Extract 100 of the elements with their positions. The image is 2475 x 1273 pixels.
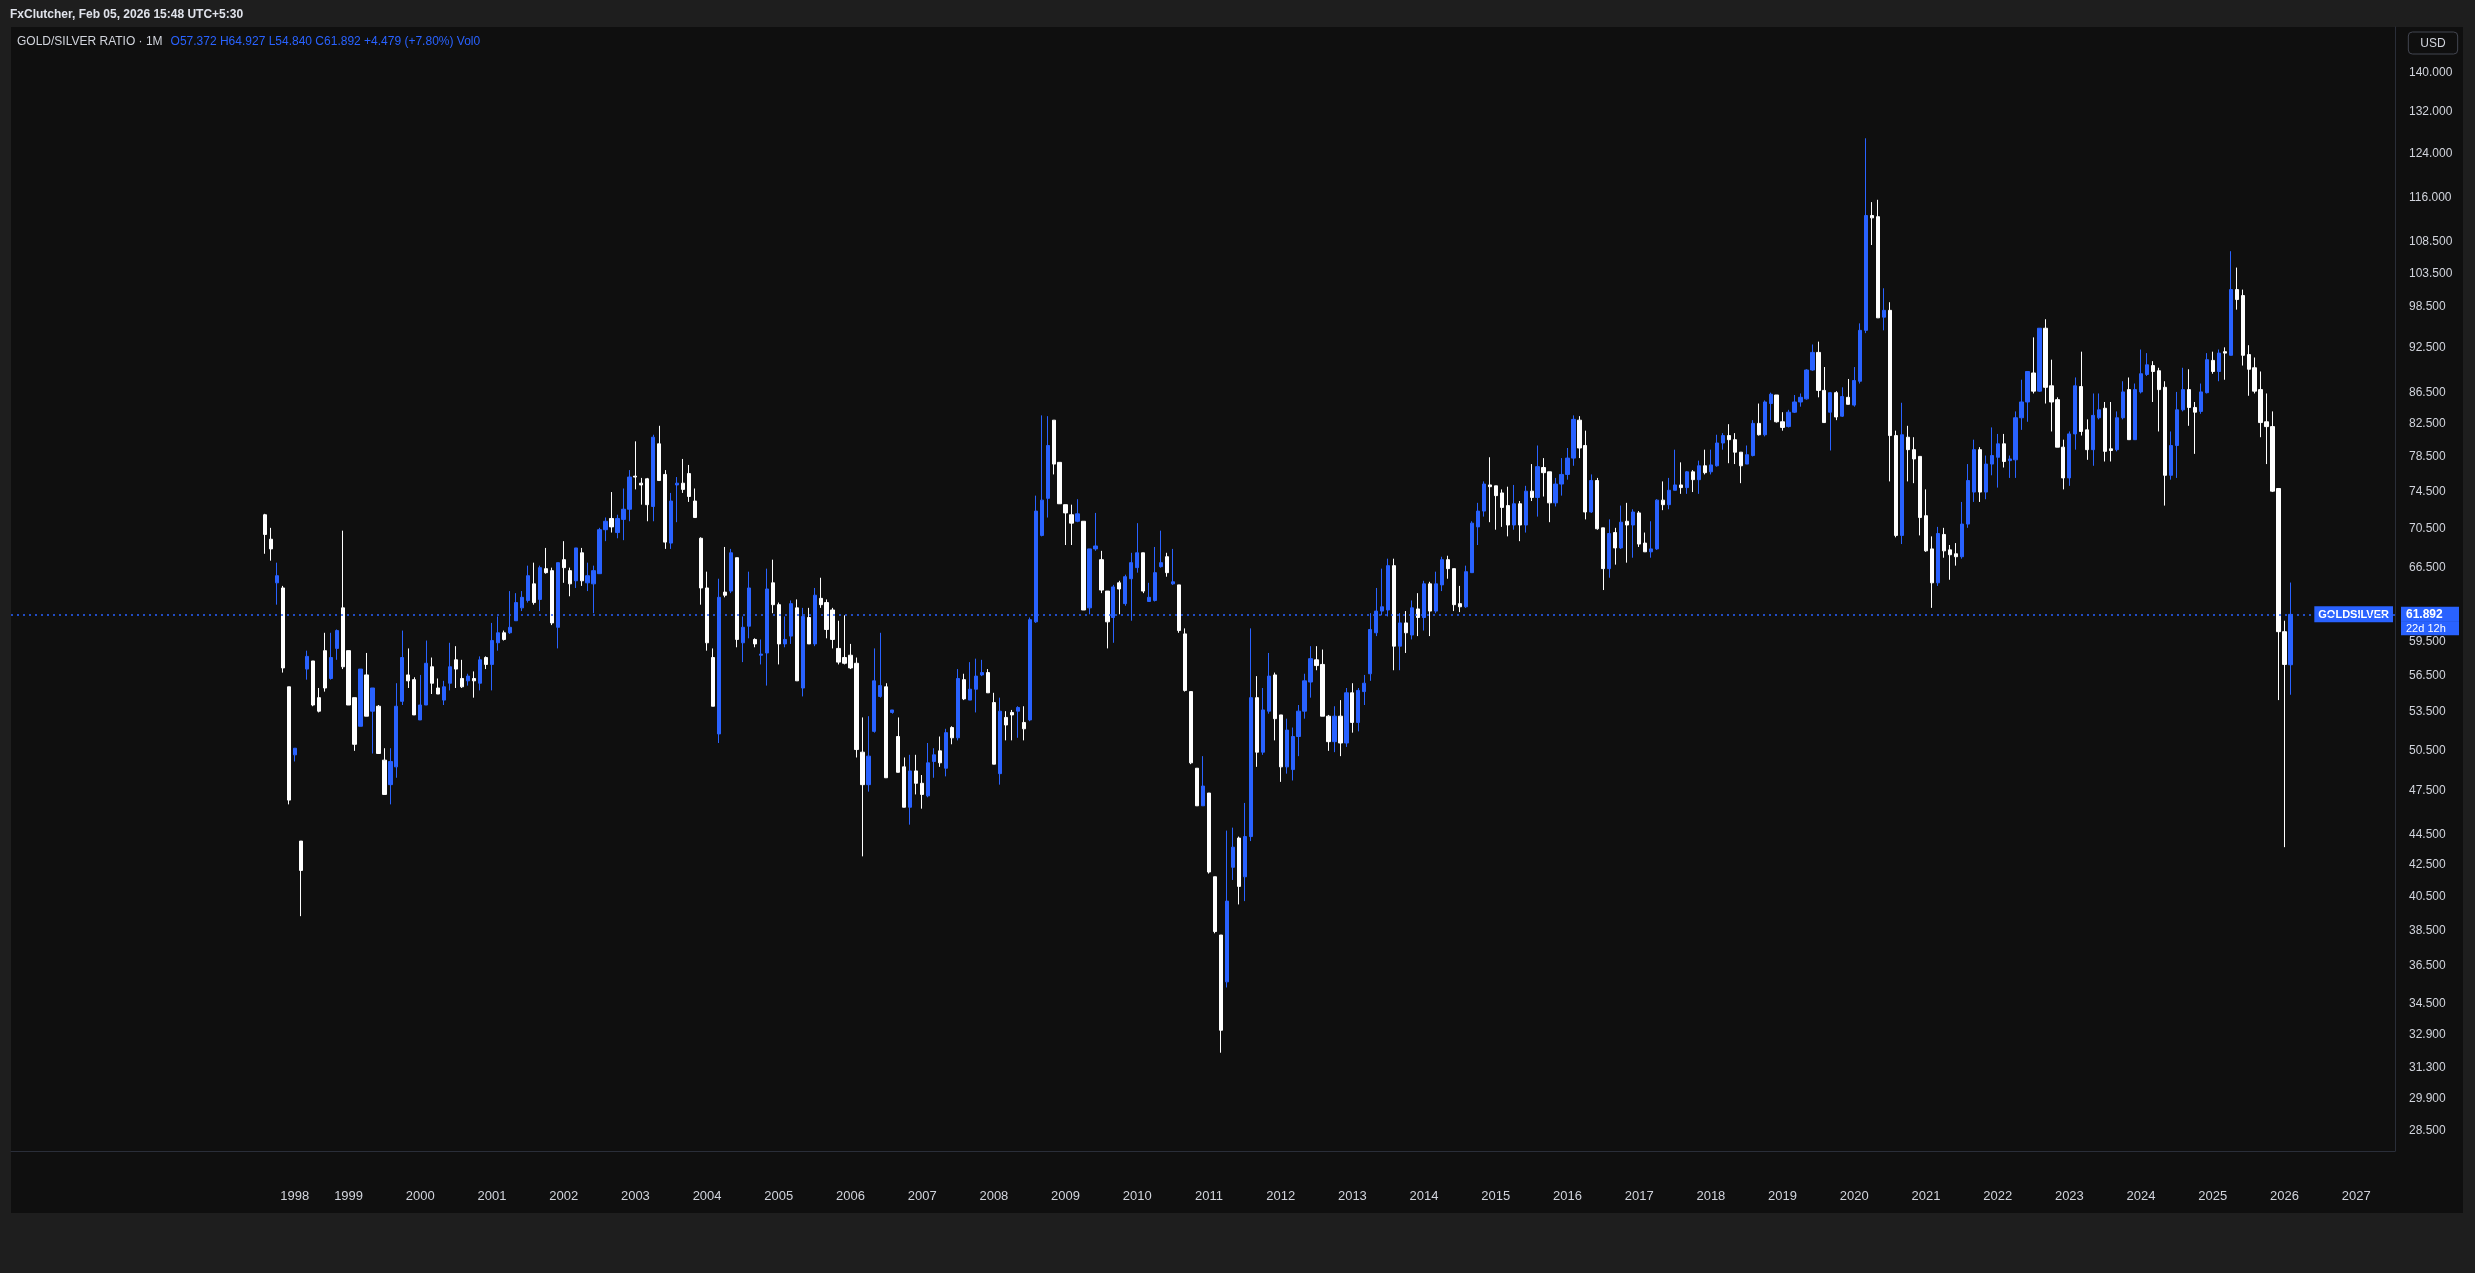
y-tick-label: 44.500 bbox=[2409, 826, 2447, 841]
candlestick bbox=[2217, 349, 2221, 382]
candlestick bbox=[944, 728, 948, 777]
candlestick bbox=[968, 661, 972, 701]
candlestick bbox=[1028, 617, 1032, 722]
x-tick-label: 2013 bbox=[1337, 1188, 1367, 1203]
candlestick bbox=[317, 687, 321, 713]
y-tick-label: 66.500 bbox=[2409, 559, 2447, 574]
candlestick bbox=[526, 565, 530, 604]
candlestick bbox=[1637, 510, 1641, 548]
candlestick bbox=[1613, 527, 1617, 566]
candlestick bbox=[1063, 504, 1068, 546]
candlestick bbox=[2002, 433, 2006, 468]
text: 61.892 bbox=[2406, 607, 2444, 622]
candlestick bbox=[938, 736, 942, 768]
candlestick bbox=[305, 650, 309, 681]
candlestick bbox=[520, 590, 524, 612]
candlestick bbox=[1763, 399, 1767, 437]
candlestick bbox=[1488, 456, 1492, 523]
candlestick bbox=[2085, 418, 2089, 461]
candlestick bbox=[1518, 500, 1522, 542]
y-tick-label: 29.900 bbox=[2409, 1090, 2447, 1105]
candlestick bbox=[962, 673, 966, 701]
candlestick bbox=[1141, 552, 1145, 594]
candlestick bbox=[1332, 705, 1337, 753]
candlestick bbox=[1458, 585, 1462, 613]
candlestick bbox=[1069, 504, 1074, 546]
x-tick-label: 2000 bbox=[405, 1188, 435, 1203]
candlestick bbox=[1984, 455, 1988, 500]
candlestick bbox=[2175, 391, 2179, 479]
candlestick bbox=[699, 536, 703, 606]
candlestick bbox=[1117, 580, 1121, 615]
candlestick bbox=[1225, 830, 1229, 988]
candlestick bbox=[1249, 627, 1253, 842]
ref-line-label: GOLDSILVER bbox=[2318, 608, 2390, 621]
candlestick bbox=[2139, 349, 2143, 394]
candlestick bbox=[1990, 426, 1994, 476]
candlestick bbox=[1589, 473, 1593, 514]
candlestick bbox=[1703, 449, 1707, 475]
candlestick bbox=[1619, 505, 1623, 550]
chart-title: FxClutcher, Feb 05, 2026 15:48 UTC+5:30 bbox=[10, 7, 244, 21]
candlestick bbox=[1482, 480, 1486, 518]
candlestick bbox=[2211, 351, 2215, 375]
candlestick bbox=[1075, 498, 1080, 523]
candlestick bbox=[950, 725, 954, 745]
candlestick bbox=[1356, 687, 1360, 732]
candlestick bbox=[2235, 267, 2239, 311]
candlestick bbox=[986, 668, 990, 694]
candlestick bbox=[974, 658, 978, 713]
candlestick bbox=[502, 630, 506, 642]
candlestick bbox=[651, 434, 655, 522]
candlestick bbox=[1446, 555, 1450, 580]
candlestick bbox=[1159, 530, 1163, 569]
x-tick-label: 2018 bbox=[1696, 1188, 1726, 1203]
candlestick bbox=[633, 440, 637, 490]
candlestick bbox=[1010, 709, 1014, 741]
candlestick bbox=[1733, 432, 1737, 465]
candlestick bbox=[287, 686, 291, 805]
candlestick bbox=[992, 692, 996, 765]
candlestick bbox=[1601, 527, 1605, 591]
candlestick bbox=[1524, 485, 1528, 534]
y-tick-label: 132.000 bbox=[2409, 104, 2453, 119]
candlestick bbox=[1739, 451, 1743, 484]
candlestick bbox=[1506, 486, 1510, 537]
candlestick bbox=[1858, 322, 1862, 385]
y-tick-label: 34.500 bbox=[2409, 995, 2447, 1010]
candlestick bbox=[1864, 137, 1868, 334]
candlestick bbox=[795, 598, 799, 682]
y-tick-label: 50.500 bbox=[2409, 742, 2447, 757]
x-tick-label: 2005 bbox=[764, 1188, 794, 1203]
candlestick bbox=[430, 657, 434, 695]
candlestick bbox=[1255, 675, 1259, 768]
candlestick bbox=[657, 425, 661, 482]
candlestick bbox=[1685, 470, 1689, 495]
candlestick bbox=[2151, 360, 2155, 403]
candlestick bbox=[580, 547, 584, 587]
candlestick bbox=[896, 716, 900, 773]
y-tick-label: 116.000 bbox=[2409, 189, 2452, 204]
candlestick bbox=[436, 677, 440, 695]
x-tick-label: 2016 bbox=[1553, 1188, 1582, 1203]
x-tick-label: 2001 bbox=[477, 1188, 507, 1203]
x-tick-label: 2012 bbox=[1266, 1188, 1296, 1203]
candlestick bbox=[568, 567, 572, 597]
candlestick bbox=[609, 491, 614, 534]
candlestick bbox=[1721, 432, 1725, 451]
candlestick bbox=[1595, 477, 1599, 531]
candlestick bbox=[454, 645, 458, 689]
candlestick bbox=[382, 747, 387, 795]
y-tick-label: 40.500 bbox=[2409, 889, 2447, 904]
candlestick bbox=[2169, 430, 2173, 481]
candlestick bbox=[1882, 287, 1886, 331]
candlestick bbox=[1757, 403, 1761, 437]
candlestick bbox=[1183, 627, 1187, 693]
candlestick bbox=[293, 747, 297, 762]
candlestick bbox=[1195, 767, 1199, 807]
candlestick bbox=[956, 668, 960, 741]
candlestick bbox=[1906, 425, 1910, 482]
x-tick-label: 2010 bbox=[1122, 1188, 1152, 1203]
candlestick bbox=[669, 492, 673, 550]
candlestick bbox=[1643, 532, 1647, 553]
